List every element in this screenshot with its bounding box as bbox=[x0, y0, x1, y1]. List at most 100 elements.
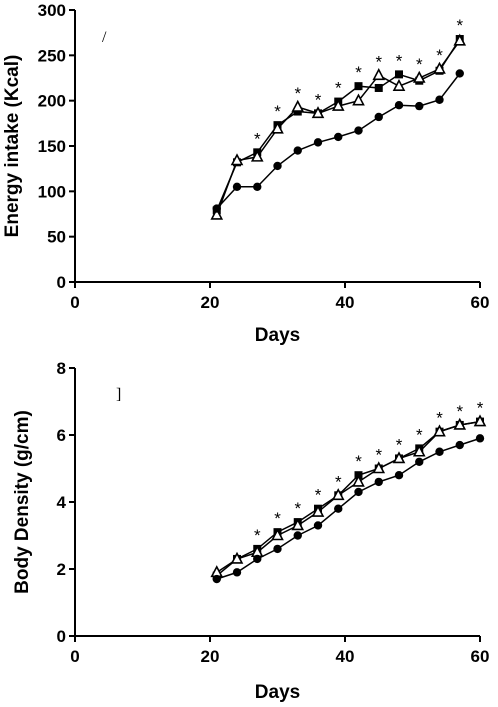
data-point-triangle bbox=[210, 207, 224, 220]
data-point-circle bbox=[313, 521, 323, 530]
data-point-circle bbox=[313, 138, 323, 147]
data-point-circle bbox=[374, 477, 383, 487]
data-point-triangle bbox=[291, 518, 305, 531]
y-tick-label: 4 bbox=[57, 493, 67, 512]
data-point-circle bbox=[253, 182, 262, 191]
data-point-circle bbox=[455, 69, 464, 78]
significance-star: * bbox=[396, 435, 403, 454]
significance-star: * bbox=[254, 129, 261, 148]
x-tick-label: 40 bbox=[336, 293, 355, 312]
data-point-circle bbox=[415, 101, 424, 111]
y-tick-label: 2 bbox=[57, 560, 66, 579]
y-tick-label: 8 bbox=[57, 359, 66, 378]
series-line-triangle-open bbox=[216, 40, 461, 216]
y-tick-label: 50 bbox=[47, 228, 66, 247]
data-point-triangle bbox=[291, 99, 305, 112]
data-point-circle bbox=[212, 574, 221, 584]
y-tick-label: 250 bbox=[38, 46, 66, 65]
chart-panel-2: 0 2 4 6 8 0 20 40 60 Days Body Density (g/cm)] * * * *… bbox=[12, 359, 489, 703]
x-tick-label: 0 bbox=[70, 293, 79, 312]
data-point-triangle bbox=[271, 528, 284, 541]
data-point-circle bbox=[293, 531, 302, 540]
data-point-circle bbox=[212, 204, 221, 213]
significance-star: * bbox=[416, 55, 423, 74]
data-point-triangle bbox=[412, 444, 426, 457]
significance-star: * bbox=[315, 90, 322, 109]
significance-star: * bbox=[477, 399, 484, 418]
data-point-circle bbox=[273, 544, 282, 554]
data-point-circle bbox=[334, 504, 343, 513]
data-point-triangle bbox=[331, 98, 345, 111]
data-point-triangle bbox=[433, 61, 446, 74]
significance-star: * bbox=[355, 63, 362, 82]
data-point-triangle bbox=[230, 551, 244, 564]
data-point-triangle bbox=[352, 474, 365, 487]
x-axis-title: Days bbox=[255, 325, 300, 346]
data-point-triangle bbox=[250, 149, 264, 162]
data-point-square bbox=[374, 83, 383, 92]
y-axis-title: Body Density (g/cm) bbox=[12, 410, 33, 594]
significance-star: * bbox=[355, 452, 362, 471]
x-tick-label: 20 bbox=[201, 293, 220, 312]
significance-star: * bbox=[294, 499, 301, 518]
data-point-circle bbox=[435, 95, 444, 104]
significance-star: * bbox=[274, 509, 281, 528]
significance-star: * bbox=[335, 472, 342, 491]
data-point-circle bbox=[334, 132, 343, 142]
significance-star: * bbox=[315, 486, 322, 505]
y-tick-label: 100 bbox=[38, 182, 66, 201]
data-point-triangle bbox=[372, 68, 386, 81]
y-tick-label: 0 bbox=[57, 627, 66, 646]
significance-star: * bbox=[254, 526, 261, 545]
significance-star: * bbox=[436, 46, 443, 65]
chart-panel-1: 0 50 100 150 200 250 300 0 20 40 60 Days Energy inta… bbox=[2, 1, 489, 346]
data-point-triangle bbox=[311, 106, 325, 119]
significance-star: * bbox=[396, 51, 403, 70]
y-tick-label: 150 bbox=[38, 137, 66, 156]
data-point-circle bbox=[374, 112, 383, 122]
data-point-circle bbox=[354, 487, 363, 497]
x-tick-label: 20 bbox=[201, 647, 220, 666]
significance-star: * bbox=[375, 446, 382, 465]
data-point-circle bbox=[232, 568, 242, 577]
data-point-circle bbox=[293, 146, 302, 155]
data-point-circle bbox=[273, 161, 282, 171]
significance-star: * bbox=[294, 84, 301, 103]
significance-star: * bbox=[416, 425, 423, 444]
data-point-triangle bbox=[433, 424, 446, 437]
x-tick-label: 60 bbox=[471, 293, 490, 312]
data-point-triangle bbox=[412, 70, 426, 83]
x-axis-title: Days bbox=[255, 682, 300, 703]
significance-star: * bbox=[436, 409, 443, 428]
data-point-circle bbox=[232, 182, 242, 191]
panel-letter: / bbox=[102, 29, 107, 46]
data-point-triangle bbox=[331, 488, 345, 501]
y-tick-label: 200 bbox=[38, 92, 66, 111]
data-point-triangle bbox=[352, 93, 365, 106]
data-point-circle bbox=[455, 440, 464, 450]
y-tick-label: 0 bbox=[57, 273, 66, 292]
x-tick-label: 40 bbox=[336, 647, 355, 666]
significance-star: * bbox=[375, 52, 382, 71]
data-point-triangle bbox=[392, 78, 406, 91]
x-tick-label: 0 bbox=[70, 647, 79, 666]
data-point-circle bbox=[394, 101, 404, 110]
data-point-triangle bbox=[271, 121, 284, 134]
data-point-circle bbox=[394, 471, 404, 480]
panel-letter: ] bbox=[116, 386, 121, 403]
data-point-triangle bbox=[453, 33, 467, 46]
significance-star: * bbox=[456, 16, 463, 35]
data-point-circle bbox=[253, 554, 262, 564]
data-point-circle bbox=[415, 457, 424, 466]
data-point-triangle bbox=[372, 461, 386, 474]
data-point-triangle bbox=[311, 504, 325, 517]
y-axis-title: Energy intake (Kcal) bbox=[2, 55, 23, 238]
significance-star: * bbox=[335, 79, 342, 98]
data-point-triangle bbox=[230, 153, 244, 166]
series-line-square bbox=[216, 38, 461, 211]
data-point-triangle bbox=[392, 451, 406, 464]
x-tick-label: 60 bbox=[471, 647, 490, 666]
data-point-square bbox=[354, 82, 363, 91]
data-point-circle bbox=[435, 447, 444, 456]
